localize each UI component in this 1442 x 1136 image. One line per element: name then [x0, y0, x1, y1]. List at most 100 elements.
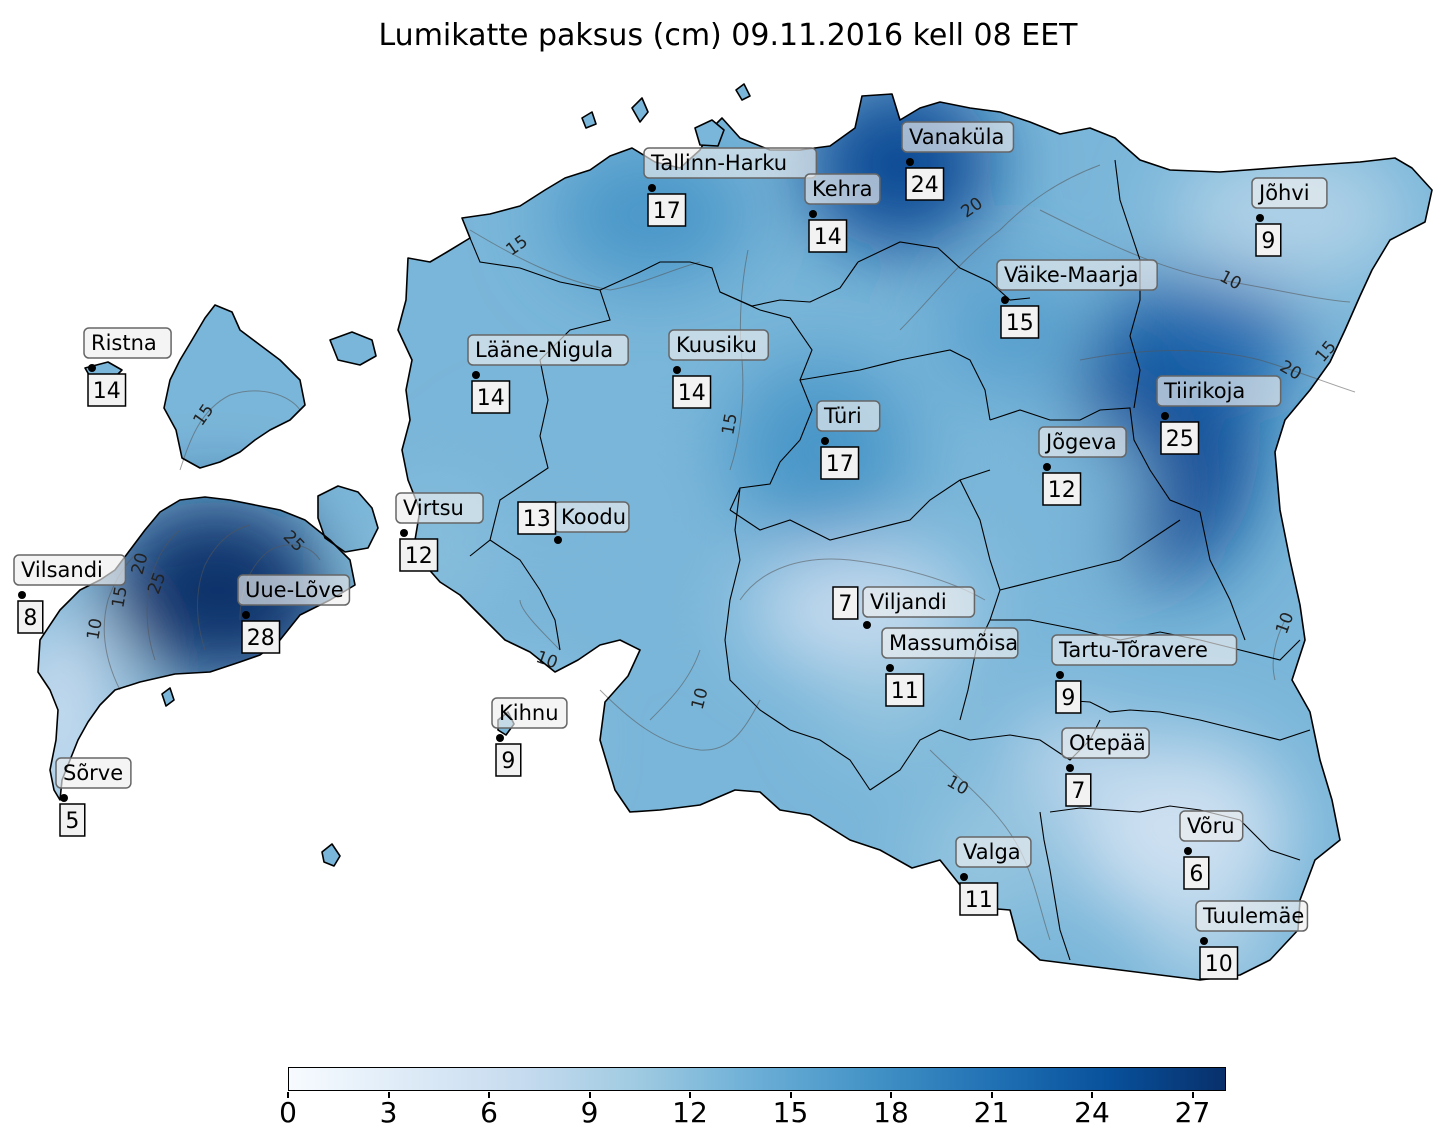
station-value-box — [1055, 680, 1082, 714]
contour-line — [1272, 619, 1286, 681]
contour-line — [739, 558, 986, 601]
county-border — [489, 539, 561, 651]
station-name: Tartu-Tõravere — [1058, 638, 1208, 662]
station-value: 24 — [911, 173, 939, 198]
station-label-box — [643, 147, 818, 179]
station-tuulemäe: Tuulemäe 10 — [1195, 900, 1309, 980]
station-value: 11 — [965, 888, 993, 913]
county-border — [1059, 699, 1311, 741]
station-jõhvi: Jõhvi 9 — [1251, 177, 1328, 257]
station-name: Tiirikoja — [1163, 379, 1245, 403]
station-label-box — [668, 329, 770, 361]
station-väike-maarja: Väike-Maarja 15 — [996, 259, 1158, 339]
station-name: Virtsu — [403, 496, 464, 520]
station-name: Valga — [963, 840, 1021, 864]
station-dot — [886, 664, 894, 672]
station-dot — [1056, 671, 1064, 679]
station-dot — [1256, 214, 1264, 222]
station-value: 14 — [477, 386, 505, 411]
station-otepää: Otepää 7 — [1061, 727, 1150, 807]
station-value-box — [959, 882, 999, 916]
colorbar-tick-label: 9 — [580, 1096, 599, 1129]
station-name: Tallinn-Harku — [650, 151, 787, 175]
station-value: 28 — [247, 626, 275, 651]
station-value-box — [241, 620, 281, 654]
station-name: Kehra — [812, 177, 872, 201]
station-value: 5 — [65, 809, 79, 834]
station-label-box — [13, 554, 127, 586]
county-border — [999, 519, 1181, 591]
station-value: 11 — [891, 679, 919, 704]
station-dot — [18, 591, 26, 599]
county-border — [869, 729, 971, 791]
contour-line — [197, 524, 251, 651]
station-label-box — [881, 627, 1019, 659]
contour-line — [179, 390, 301, 471]
colorbar-tick-label: 24 — [1074, 1096, 1110, 1129]
station-label-box — [83, 327, 172, 359]
station-label-box — [395, 492, 484, 524]
station-dot — [1200, 937, 1208, 945]
county-border — [1049, 805, 1301, 861]
station-dot — [554, 536, 562, 544]
colorbar-tick-label: 15 — [772, 1096, 809, 1129]
station-value-box — [672, 375, 712, 409]
islet — [631, 97, 649, 123]
station-name: Otepää — [1069, 731, 1146, 755]
station-label-box — [491, 697, 568, 729]
station-name: Viljandi — [870, 590, 947, 614]
station-value: 25 — [1166, 427, 1194, 452]
station-label-box — [862, 586, 976, 618]
station-value: 7 — [838, 592, 852, 617]
station-value: 9 — [501, 749, 515, 774]
colorbar-tick — [789, 1092, 792, 1098]
county-border — [989, 407, 1246, 641]
station-label-box — [55, 757, 132, 789]
station-label-box — [816, 400, 881, 432]
station-value-box — [87, 373, 127, 407]
station-dot — [673, 366, 681, 374]
station-label-box — [1251, 177, 1328, 209]
station-name: Türi — [823, 404, 862, 428]
station-value: 8 — [23, 606, 37, 631]
contour-line — [1039, 209, 1351, 303]
station-value-box — [17, 600, 44, 634]
county-border — [719, 291, 813, 511]
station-dot — [496, 734, 504, 742]
contour-label: 15 — [108, 585, 131, 610]
colorbar-tick-label: 0 — [279, 1096, 297, 1129]
station-name: Jõgeva — [1044, 430, 1117, 454]
station-vilsandi: Vilsandi 8 — [13, 554, 127, 634]
station-tartu-tõravere: Tartu-Tõravere 9 — [1051, 634, 1238, 714]
station-label-box — [1038, 426, 1127, 458]
islet — [735, 83, 751, 101]
station-value: 12 — [1048, 478, 1076, 503]
station-name: Väike-Maarja — [1004, 263, 1139, 287]
station-dot — [1184, 847, 1192, 855]
station-label-box — [237, 574, 351, 606]
station-dot — [60, 794, 68, 802]
station-ristna: Ristna 14 — [83, 327, 172, 407]
station-name: Kuusiku — [676, 333, 757, 357]
county-border — [1039, 811, 1071, 961]
station-label-box — [955, 836, 1032, 868]
station-value-box — [1255, 223, 1282, 257]
station-name: Võru — [1187, 814, 1235, 838]
station-value: 9 — [1061, 686, 1075, 711]
station-name: Lääne-Nigula — [475, 338, 613, 362]
station-name: Kihnu — [499, 701, 559, 725]
colorbar-tick-label: 21 — [973, 1096, 1010, 1129]
coastline-hiiu — [163, 304, 306, 469]
station-võru: Võru 6 — [1179, 810, 1244, 890]
contour-line — [146, 529, 181, 661]
colorbar-tick — [990, 1092, 993, 1098]
station-dot — [242, 611, 250, 619]
station-dot — [960, 873, 968, 881]
station-dot — [400, 529, 408, 537]
station-kehra: Kehra 14 — [804, 173, 881, 253]
colorbar-tick — [890, 1092, 892, 1098]
station-lääne-nigula: Lääne-Nigula 14 — [467, 334, 629, 414]
station-label-box — [1195, 900, 1309, 932]
coastline-muhu — [317, 485, 379, 553]
